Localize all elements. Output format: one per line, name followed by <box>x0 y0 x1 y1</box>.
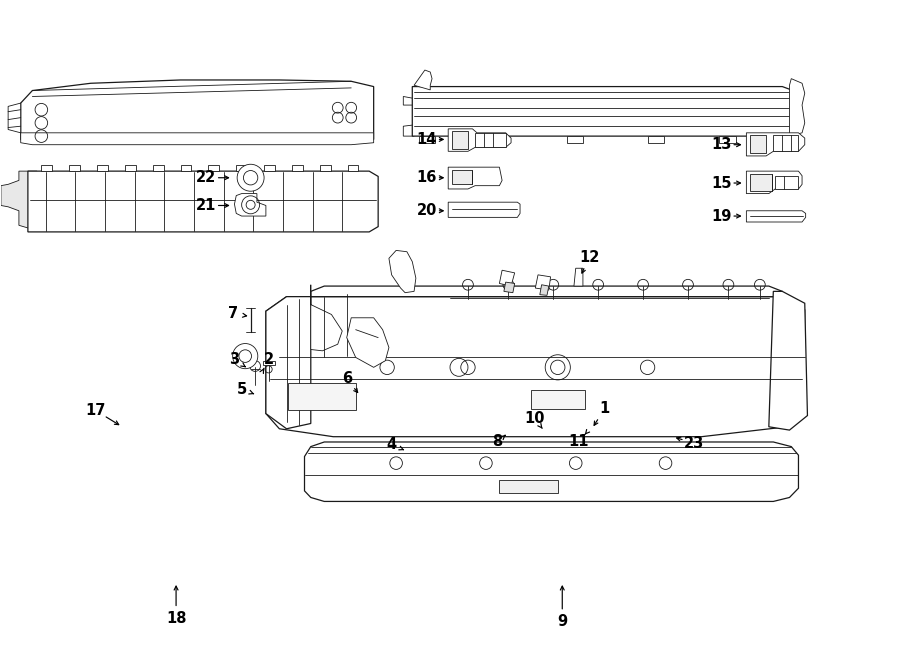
Polygon shape <box>28 171 378 232</box>
Polygon shape <box>304 442 798 501</box>
Polygon shape <box>235 193 266 216</box>
Polygon shape <box>500 481 558 493</box>
Polygon shape <box>320 165 330 171</box>
Polygon shape <box>292 165 302 171</box>
Polygon shape <box>750 136 766 154</box>
Polygon shape <box>448 202 520 217</box>
Polygon shape <box>263 361 274 365</box>
Polygon shape <box>486 136 502 143</box>
Polygon shape <box>41 165 52 171</box>
Text: 11: 11 <box>568 434 589 449</box>
Text: 14: 14 <box>417 132 436 147</box>
Polygon shape <box>414 70 432 90</box>
Polygon shape <box>181 165 192 171</box>
Circle shape <box>237 164 264 191</box>
Text: 16: 16 <box>417 170 436 185</box>
Text: 7: 7 <box>228 307 238 321</box>
Polygon shape <box>448 129 511 152</box>
Polygon shape <box>310 286 782 297</box>
Text: 6: 6 <box>342 371 352 386</box>
Polygon shape <box>531 391 585 409</box>
Polygon shape <box>504 282 515 293</box>
Polygon shape <box>418 136 435 143</box>
Polygon shape <box>719 136 735 143</box>
Text: 18: 18 <box>166 611 186 626</box>
Polygon shape <box>266 297 805 437</box>
Polygon shape <box>346 318 389 367</box>
Polygon shape <box>21 133 373 145</box>
Polygon shape <box>769 136 785 143</box>
Polygon shape <box>347 165 358 171</box>
Polygon shape <box>750 173 771 191</box>
Polygon shape <box>540 285 549 295</box>
Polygon shape <box>389 250 416 293</box>
Polygon shape <box>746 171 802 193</box>
Polygon shape <box>403 97 414 136</box>
Circle shape <box>233 344 257 369</box>
Text: 9: 9 <box>557 614 567 629</box>
Text: 5: 5 <box>237 381 247 397</box>
Polygon shape <box>69 165 80 171</box>
Polygon shape <box>746 133 805 156</box>
Text: 23: 23 <box>684 436 705 451</box>
Text: 8: 8 <box>492 434 503 449</box>
Polygon shape <box>209 165 220 171</box>
Text: 1: 1 <box>599 401 609 416</box>
Polygon shape <box>536 275 551 290</box>
Polygon shape <box>8 103 21 133</box>
Polygon shape <box>789 79 805 136</box>
Polygon shape <box>236 165 247 171</box>
Polygon shape <box>153 165 164 171</box>
Polygon shape <box>475 133 506 148</box>
Polygon shape <box>567 136 583 143</box>
Polygon shape <box>775 175 798 189</box>
Polygon shape <box>452 131 468 150</box>
Polygon shape <box>746 211 806 222</box>
Polygon shape <box>500 270 515 286</box>
Polygon shape <box>773 136 798 152</box>
Polygon shape <box>310 285 342 351</box>
Polygon shape <box>448 167 502 189</box>
Text: 17: 17 <box>86 402 105 418</box>
Polygon shape <box>1 171 37 230</box>
Text: 12: 12 <box>579 250 599 265</box>
Text: 19: 19 <box>711 209 732 224</box>
Text: 13: 13 <box>711 137 732 152</box>
Text: 3: 3 <box>230 352 239 367</box>
Polygon shape <box>97 165 108 171</box>
Polygon shape <box>412 87 791 136</box>
Text: 15: 15 <box>711 175 732 191</box>
Text: 10: 10 <box>524 410 544 426</box>
Text: 4: 4 <box>387 437 397 452</box>
Polygon shape <box>769 291 807 430</box>
Polygon shape <box>574 268 583 286</box>
Text: 21: 21 <box>195 198 216 213</box>
Polygon shape <box>125 165 136 171</box>
Polygon shape <box>21 80 373 143</box>
Text: 22: 22 <box>195 170 216 185</box>
Polygon shape <box>264 165 274 171</box>
Polygon shape <box>266 297 310 429</box>
Polygon shape <box>648 136 664 143</box>
Text: 20: 20 <box>417 203 436 218</box>
Text: 2: 2 <box>264 352 274 367</box>
Polygon shape <box>452 170 472 184</box>
Polygon shape <box>288 383 356 410</box>
